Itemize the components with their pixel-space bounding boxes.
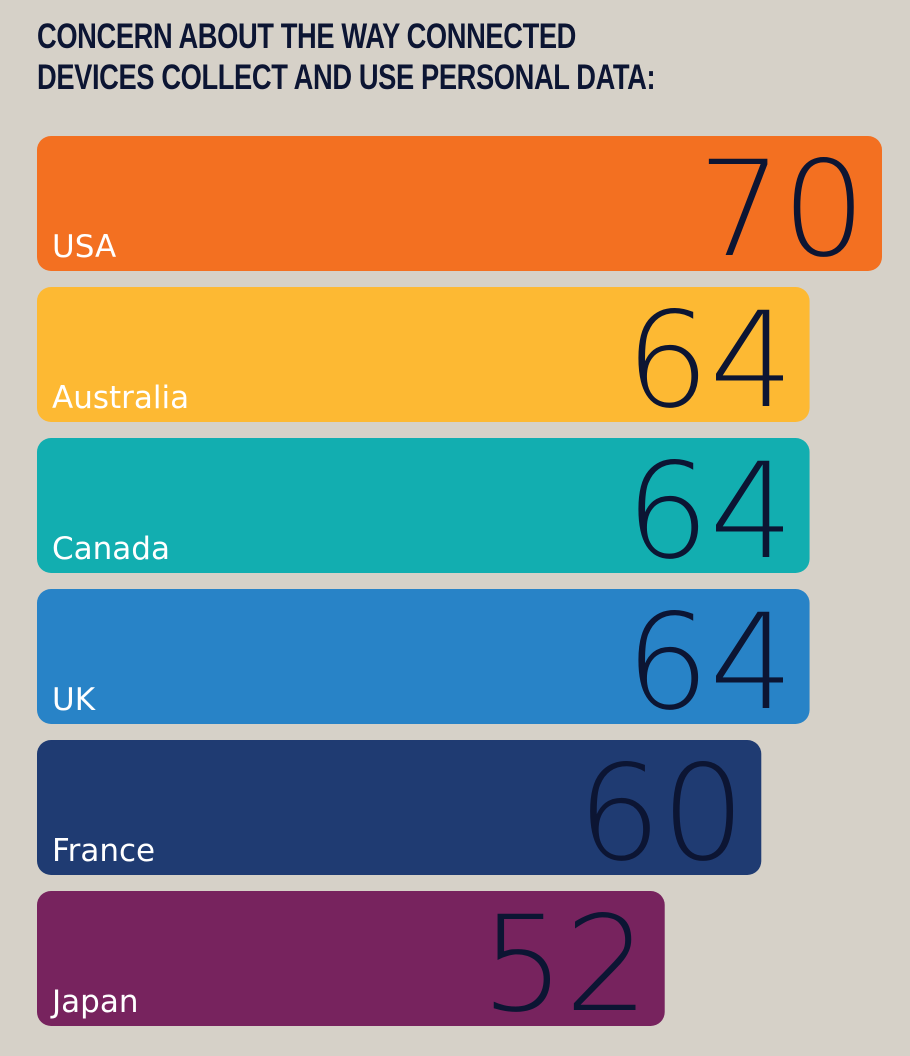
bar-value-france: 60 bbox=[577, 737, 745, 891]
bar-uk bbox=[37, 589, 810, 724]
bar-label-australia: Australia bbox=[52, 380, 189, 416]
bar-value-uk: 64 bbox=[626, 586, 794, 740]
bar-australia bbox=[37, 287, 810, 422]
bar-value-usa: 70 bbox=[698, 133, 866, 287]
bar-usa bbox=[37, 136, 882, 271]
bar-japan bbox=[37, 891, 665, 1026]
bar-label-uk: UK bbox=[52, 682, 96, 718]
bar-label-japan: Japan bbox=[50, 984, 138, 1020]
bar-france bbox=[37, 740, 762, 875]
bar-canada bbox=[37, 438, 810, 573]
bar-label-france: France bbox=[52, 833, 155, 869]
bar-label-usa: USA bbox=[52, 229, 116, 265]
bar-value-canada: 64 bbox=[626, 435, 794, 589]
bar-value-japan: 52 bbox=[481, 888, 649, 1042]
bar-value-australia: 64 bbox=[626, 284, 794, 438]
chart-title: Concern about the way connected devices … bbox=[37, 17, 656, 97]
bar-label-canada: Canada bbox=[52, 531, 170, 567]
